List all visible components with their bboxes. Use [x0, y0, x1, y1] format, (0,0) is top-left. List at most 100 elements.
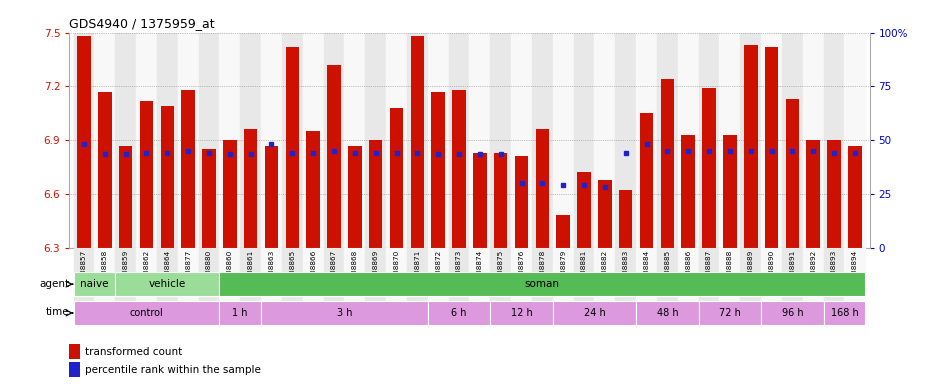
Bar	[324, 248, 344, 307]
Bar	[427, 33, 449, 248]
Bar	[823, 301, 865, 325]
Bar	[116, 248, 136, 307]
Bar	[782, 248, 803, 307]
Bar	[512, 33, 532, 248]
Text: soman: soman	[524, 279, 560, 289]
Bar	[282, 248, 302, 307]
Bar	[595, 33, 615, 248]
Bar	[765, 47, 778, 248]
Text: 12 h: 12 h	[511, 308, 533, 318]
Text: time: time	[46, 308, 69, 318]
Bar	[203, 149, 216, 248]
Bar	[306, 131, 320, 248]
Text: GSM338871: GSM338871	[414, 250, 420, 294]
Text: 96 h: 96 h	[782, 308, 803, 318]
Bar	[723, 135, 736, 248]
Bar	[407, 248, 427, 307]
Text: GSM338869: GSM338869	[373, 250, 378, 294]
Text: GSM338888: GSM338888	[727, 250, 733, 294]
Bar	[823, 33, 845, 248]
Text: GSM338892: GSM338892	[810, 250, 816, 294]
Bar	[219, 272, 865, 296]
Bar	[116, 272, 219, 296]
Bar	[740, 33, 761, 248]
Bar	[452, 90, 466, 248]
Bar	[369, 140, 382, 248]
Bar	[490, 301, 553, 325]
Bar	[449, 248, 469, 307]
Bar	[178, 248, 199, 307]
Bar	[69, 362, 80, 377]
Text: GSM338862: GSM338862	[143, 250, 150, 294]
Text: percentile rank within the sample: percentile rank within the sample	[85, 365, 261, 375]
Bar	[77, 36, 91, 248]
Bar	[302, 248, 324, 307]
Bar	[282, 33, 302, 248]
Text: GSM338885: GSM338885	[664, 250, 671, 294]
Bar	[116, 33, 136, 248]
Bar	[407, 33, 427, 248]
Text: GSM338889: GSM338889	[747, 250, 754, 294]
Bar	[823, 248, 845, 307]
Bar	[557, 215, 570, 248]
Bar	[848, 146, 862, 248]
Text: GSM338893: GSM338893	[831, 250, 837, 294]
Bar	[761, 301, 823, 325]
Bar	[678, 248, 698, 307]
Text: GSM338878: GSM338878	[539, 250, 546, 294]
Bar	[223, 140, 237, 248]
Bar	[514, 156, 528, 248]
Bar	[302, 33, 324, 248]
Bar	[660, 79, 674, 248]
Bar	[449, 33, 469, 248]
Bar	[657, 33, 678, 248]
Bar	[803, 33, 823, 248]
Bar	[473, 153, 487, 248]
Bar	[845, 33, 865, 248]
Text: GSM338866: GSM338866	[310, 250, 316, 294]
Bar	[244, 129, 257, 248]
Bar	[178, 33, 199, 248]
Bar	[698, 301, 761, 325]
Text: GDS4940 / 1375959_at: GDS4940 / 1375959_at	[69, 17, 215, 30]
Text: GSM338868: GSM338868	[352, 250, 358, 294]
Text: transformed count: transformed count	[85, 347, 182, 357]
Bar	[553, 248, 574, 307]
Bar	[536, 129, 549, 248]
Bar	[490, 33, 512, 248]
Text: GSM338882: GSM338882	[602, 250, 608, 294]
Text: GSM338863: GSM338863	[268, 250, 275, 294]
Bar	[386, 248, 407, 307]
Text: GSM338890: GSM338890	[769, 250, 774, 294]
Bar	[698, 33, 720, 248]
Text: GSM338861: GSM338861	[248, 250, 253, 294]
Bar	[640, 113, 653, 248]
Text: GSM338884: GSM338884	[644, 250, 649, 294]
Bar	[470, 33, 490, 248]
Bar	[845, 248, 865, 307]
Bar	[698, 248, 720, 307]
Bar	[344, 33, 365, 248]
Bar	[219, 33, 240, 248]
Bar	[219, 248, 240, 307]
Text: 168 h: 168 h	[831, 308, 858, 318]
Bar	[74, 301, 219, 325]
Bar	[240, 33, 261, 248]
Text: GSM338887: GSM338887	[706, 250, 712, 294]
Bar	[720, 33, 740, 248]
Bar	[74, 248, 94, 307]
Bar	[678, 33, 698, 248]
Text: GSM338858: GSM338858	[102, 250, 108, 294]
Bar	[286, 47, 299, 248]
Bar	[219, 301, 261, 325]
Text: GSM338867: GSM338867	[331, 250, 337, 294]
Bar	[136, 248, 157, 307]
Bar	[702, 88, 716, 248]
Bar	[199, 33, 219, 248]
Bar	[365, 33, 386, 248]
Bar	[740, 248, 761, 307]
Bar	[157, 33, 178, 248]
Bar	[532, 248, 553, 307]
Text: agent: agent	[40, 279, 69, 289]
Bar	[389, 108, 403, 248]
